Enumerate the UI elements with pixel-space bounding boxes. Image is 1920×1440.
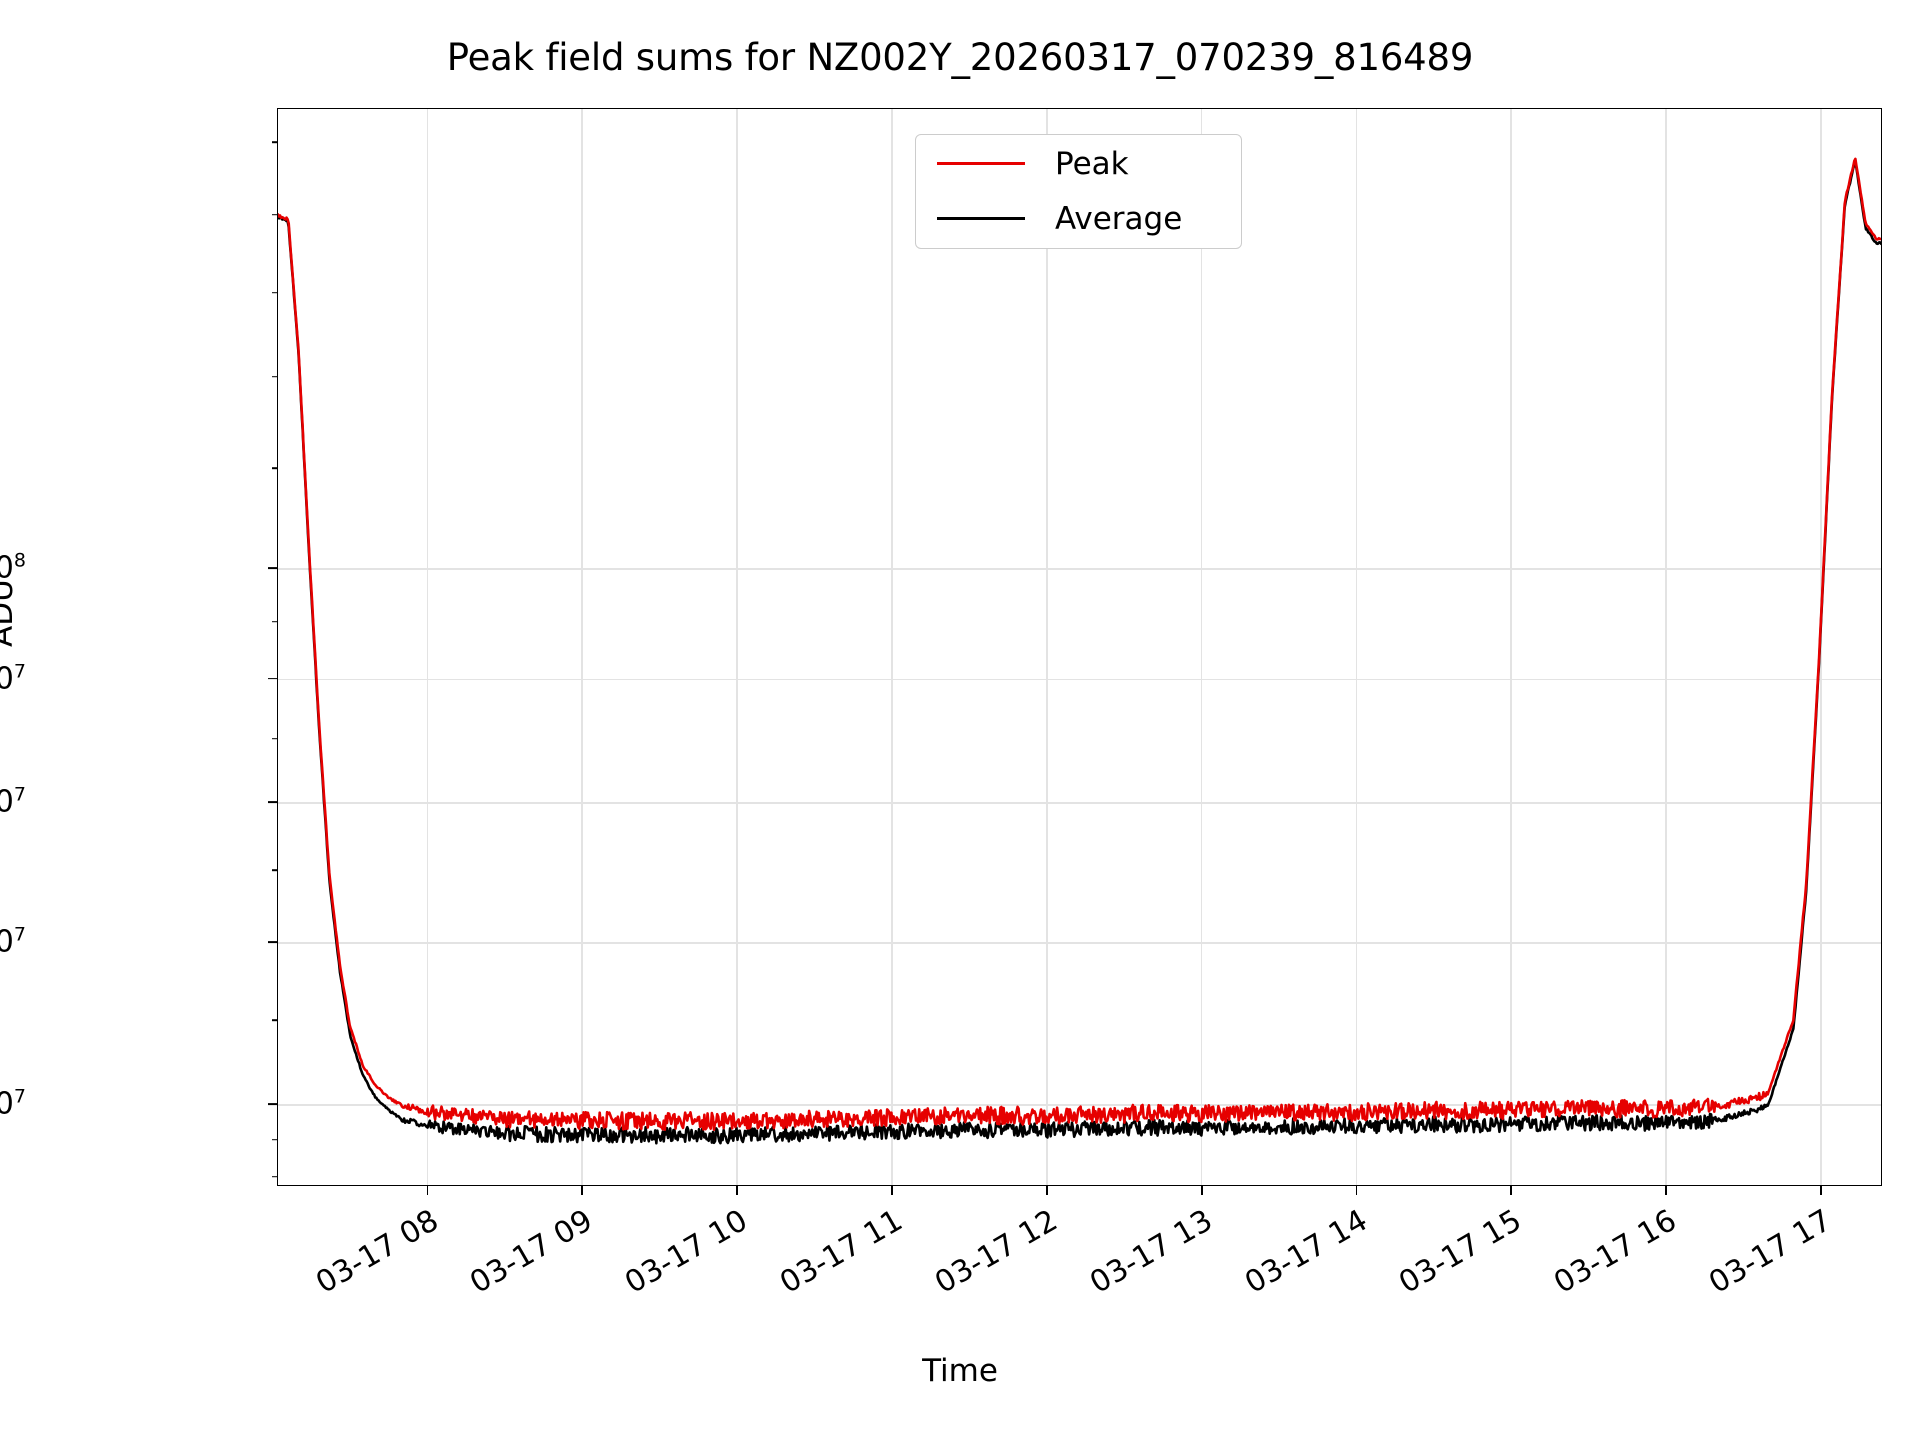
legend-entry-average: Average: [916, 190, 1241, 247]
y-tick-label: 7 × 107: [0, 923, 26, 960]
x-tick-mark: [1200, 1186, 1203, 1195]
legend-label-peak: Peak: [1055, 145, 1129, 182]
series-line-peak: [278, 157, 1881, 1131]
y-tick-label: 6 × 107: [0, 1085, 26, 1122]
y-tick-label: 9 × 107: [0, 660, 26, 697]
legend-swatch-average: [937, 217, 1025, 220]
gridline-vertical: [736, 109, 738, 1185]
y-tick-mark-minor: [272, 1138, 277, 1141]
y-tick-label: 8 × 107: [0, 783, 26, 820]
y-tick-mark-minor: [272, 291, 277, 294]
gridline-vertical: [426, 109, 429, 1185]
y-tick-mark: [268, 941, 277, 944]
x-tick-mark: [891, 1186, 893, 1195]
gridline-vertical: [1510, 109, 1513, 1185]
gridline-vertical: [1045, 109, 1048, 1185]
x-tick-mark: [1665, 1186, 1668, 1195]
gridline-horizontal: [278, 942, 1881, 945]
x-tick-label: 03-17 10: [619, 1203, 754, 1301]
y-tick-mark-minor: [272, 375, 277, 378]
y-tick-mark: [268, 677, 277, 680]
y-tick-label: 108: [0, 549, 26, 586]
legend-swatch-peak: [937, 162, 1025, 165]
x-tick-mark: [426, 1186, 429, 1195]
x-tick-label: 03-17 09: [464, 1203, 599, 1301]
gridline-horizontal: [278, 802, 1881, 804]
gridline-horizontal: [278, 678, 1881, 681]
data-lines: [278, 157, 1881, 1145]
gridline-horizontal: [278, 567, 1881, 570]
legend-entry-peak: Peak: [916, 135, 1241, 192]
plot-area: [277, 108, 1882, 1186]
y-tick-mark: [268, 567, 277, 569]
y-tick-mark-minor: [272, 1175, 277, 1178]
gridline-vertical: [1355, 109, 1358, 1185]
series-line-average: [278, 160, 1881, 1145]
page-title: Peak field sums for NZ002Y_20260317_0702…: [446, 36, 1474, 79]
x-tick-mark: [1820, 1186, 1822, 1195]
y-tick-mark: [268, 801, 277, 804]
x-tick-label: 03-17 14: [1238, 1203, 1374, 1301]
x-tick-label: 03-17 17: [1703, 1203, 1838, 1301]
y-tick-mark-minor: [272, 467, 277, 469]
x-tick-label: 03-17 12: [929, 1203, 1064, 1301]
gridline-vertical: [1665, 109, 1667, 1185]
gridline-vertical: [581, 109, 584, 1185]
x-tick-mark: [1510, 1186, 1513, 1195]
x-tick-mark: [1045, 1186, 1048, 1195]
y-tick-mark-minor: [272, 869, 277, 871]
gridline-vertical: [891, 109, 893, 1185]
y-tick-mark-minor: [272, 621, 277, 623]
legend-label-average: Average: [1055, 200, 1183, 237]
x-tick-label: 03-17 16: [1548, 1203, 1683, 1301]
x-tick-label: 03-17 11: [774, 1203, 909, 1301]
x-tick-mark: [1355, 1186, 1358, 1195]
y-axis-label: ADU: [0, 579, 20, 647]
x-axis-label: Time: [922, 1353, 998, 1389]
gridline-horizontal: [278, 1104, 1881, 1106]
x-tick-label: 03-17 08: [309, 1203, 445, 1301]
y-tick-mark-minor: [272, 1019, 277, 1021]
gridline-vertical: [1200, 109, 1203, 1185]
y-tick-mark: [268, 1103, 277, 1106]
chart-legend: Peak Average: [915, 134, 1242, 249]
y-tick-mark-minor: [272, 737, 277, 740]
x-tick-label: 03-17 15: [1393, 1203, 1528, 1301]
x-tick-mark: [581, 1186, 584, 1195]
x-tick-mark: [736, 1186, 739, 1195]
y-tick-mark-minor: [272, 214, 277, 216]
y-tick-mark-minor: [272, 141, 277, 144]
x-tick-label: 03-17 13: [1083, 1203, 1219, 1301]
